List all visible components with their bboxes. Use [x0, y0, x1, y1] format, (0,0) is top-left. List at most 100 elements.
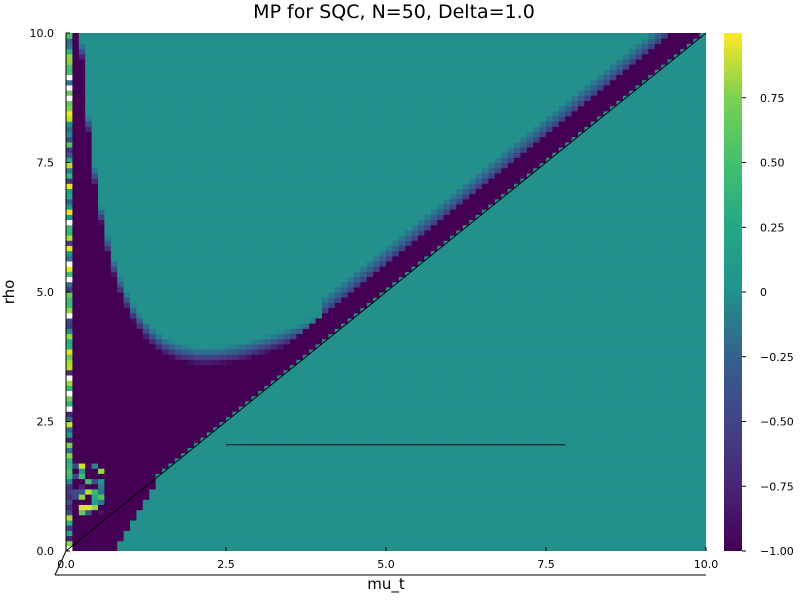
heatmap-cell	[174, 364, 182, 371]
heatmap-cell	[296, 437, 304, 443]
heatmap-cell	[315, 473, 323, 480]
heatmap-cell	[277, 110, 285, 117]
heatmap-cell	[322, 198, 329, 205]
heatmap-cell	[309, 292, 317, 298]
heatmap-cell	[123, 146, 131, 153]
heatmap-cell	[117, 405, 125, 412]
heatmap-cell	[251, 84, 259, 91]
heatmap-cell	[232, 359, 240, 366]
heatmap-cell	[315, 395, 323, 402]
heatmap-cell	[91, 146, 99, 153]
heatmap-cell	[85, 359, 93, 366]
heatmap-cell	[213, 172, 221, 179]
heatmap-cell	[149, 494, 157, 500]
heatmap-cell	[347, 245, 355, 252]
heatmap-cell	[270, 240, 278, 246]
heatmap-cell	[232, 64, 240, 70]
heatmap-cell	[245, 473, 253, 480]
heatmap-cell	[373, 224, 381, 231]
heatmap-cell	[206, 499, 214, 505]
heatmap-cell	[264, 141, 272, 148]
heatmap-cell	[181, 188, 189, 195]
heatmap-cell	[232, 193, 240, 200]
heatmap-cell	[194, 452, 201, 459]
heatmap-cell	[270, 198, 278, 205]
heatmap-cell	[194, 380, 201, 386]
heatmap-cell	[334, 437, 342, 443]
heatmap-cell	[136, 224, 144, 231]
heatmap-cell	[168, 89, 176, 96]
heatmap-cell	[98, 514, 105, 521]
heatmap-cell	[72, 229, 80, 236]
heatmap-cell	[78, 105, 86, 112]
heatmap-cell	[72, 89, 80, 96]
heatmap-cell	[194, 447, 201, 454]
heatmap-cell	[136, 374, 144, 381]
heatmap-cell	[142, 266, 150, 272]
heatmap-cell	[302, 323, 310, 329]
heatmap-cell	[72, 519, 80, 526]
heatmap-cell	[213, 328, 221, 335]
heatmap-cell	[283, 525, 291, 531]
heatmap-cell	[142, 250, 150, 257]
heatmap-cell	[117, 297, 125, 303]
heatmap-cell	[290, 250, 297, 257]
heatmap-cell	[341, 405, 349, 412]
heatmap-cell	[66, 198, 73, 205]
heatmap-cell	[379, 437, 387, 443]
heatmap-cell	[187, 442, 195, 448]
heatmap-cell	[258, 307, 265, 314]
heatmap-cell	[110, 452, 118, 459]
heatmap-cell	[334, 84, 342, 91]
heatmap-cell	[85, 348, 93, 355]
heatmap-cell	[302, 462, 310, 469]
heatmap-cell	[296, 33, 304, 39]
heatmap-cell	[238, 297, 246, 303]
heatmap-cell	[117, 58, 125, 65]
heatmap-cell	[91, 504, 99, 511]
heatmap-cell	[149, 172, 157, 179]
heatmap-cell	[270, 74, 278, 81]
heatmap-cell	[117, 509, 125, 516]
heatmap-cell	[283, 385, 291, 392]
heatmap-cell	[78, 110, 86, 117]
heatmap-cell	[66, 276, 73, 283]
heatmap-cell	[136, 209, 144, 215]
heatmap-cell	[213, 292, 221, 298]
heatmap-cell	[302, 338, 310, 345]
heatmap-cell	[366, 240, 374, 246]
heatmap-cell	[168, 328, 176, 335]
heatmap-cell	[251, 255, 259, 262]
heatmap-cell	[200, 53, 208, 60]
heatmap-cell	[258, 302, 265, 309]
heatmap-cell	[187, 292, 195, 298]
heatmap-cell	[322, 297, 329, 303]
heatmap-cell	[245, 302, 253, 309]
heatmap-cell	[104, 519, 112, 526]
heatmap-cell	[251, 431, 259, 438]
heatmap-cell	[232, 281, 240, 288]
heatmap-cell	[200, 162, 208, 169]
heatmap-cell	[72, 198, 80, 205]
heatmap-cell	[200, 276, 208, 283]
heatmap-cell	[258, 545, 265, 551]
heatmap-cell	[168, 167, 176, 174]
heatmap-cell	[123, 302, 131, 309]
heatmap-cell	[98, 131, 105, 138]
heatmap-cell	[98, 48, 105, 55]
heatmap-cell	[206, 219, 214, 226]
heatmap-cell	[174, 229, 182, 236]
heatmap-cell	[373, 333, 381, 340]
heatmap-cell	[264, 499, 272, 505]
heatmap-cell	[309, 209, 317, 215]
heatmap-cell	[251, 203, 259, 210]
heatmap-cell	[117, 333, 125, 340]
heatmap-cell	[174, 183, 182, 189]
heatmap-cell	[219, 58, 227, 65]
heatmap-cell	[245, 328, 253, 335]
heatmap-cell	[142, 203, 150, 210]
heatmap-cell	[219, 193, 227, 200]
heatmap-cell	[181, 245, 189, 252]
heatmap-cell	[110, 343, 118, 350]
heatmap-cell	[354, 338, 361, 345]
